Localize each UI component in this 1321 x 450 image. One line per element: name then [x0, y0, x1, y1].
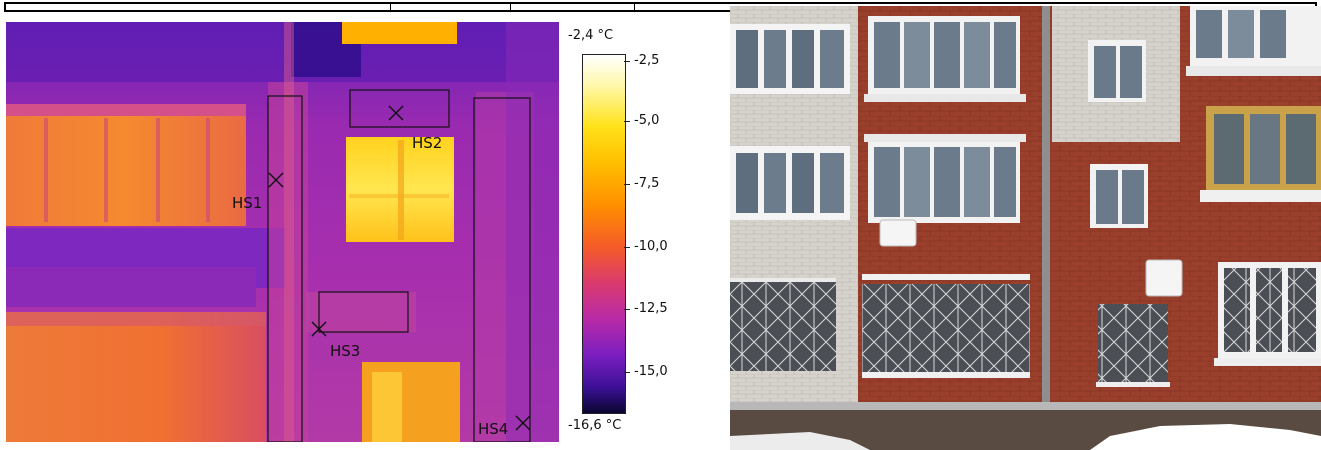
scale-tick-label: -12,5 [634, 301, 668, 316]
scale-tick-label: -15,0 [634, 364, 668, 379]
thermal-image: HS1 HS2 HS3 HS4 [6, 22, 559, 442]
temperature-scale: -2,4 °C -2,5 -5,0 -7,5 -10,0 -12,5 -15,0… [560, 22, 720, 442]
hotspot-label-hs1: HS1 [232, 194, 262, 212]
building-photo [730, 6, 1321, 450]
scale-tick-label: -5,0 [634, 113, 660, 128]
scale-tick-label: -10,0 [634, 239, 668, 254]
hotspot-hs4: HS4 [473, 97, 531, 442]
hotspot-label-hs4: HS4 [478, 420, 508, 438]
hotspot-label-hs2: HS2 [412, 134, 442, 152]
hotspot-label-hs3: HS3 [330, 342, 360, 360]
scale-min-label: -16,6 °C [568, 418, 622, 433]
scale-tick-label: -2,5 [634, 53, 660, 68]
hotspot-hs2: HS2 [349, 89, 450, 152]
scale-gradient-bar [582, 54, 626, 414]
hotspot-hs1: HS1 [232, 95, 303, 442]
scale-tick-label: -7,5 [634, 176, 660, 191]
hotspot-hs3: HS3 [311, 291, 409, 360]
scale-max-label: -2,4 °C [568, 28, 614, 43]
